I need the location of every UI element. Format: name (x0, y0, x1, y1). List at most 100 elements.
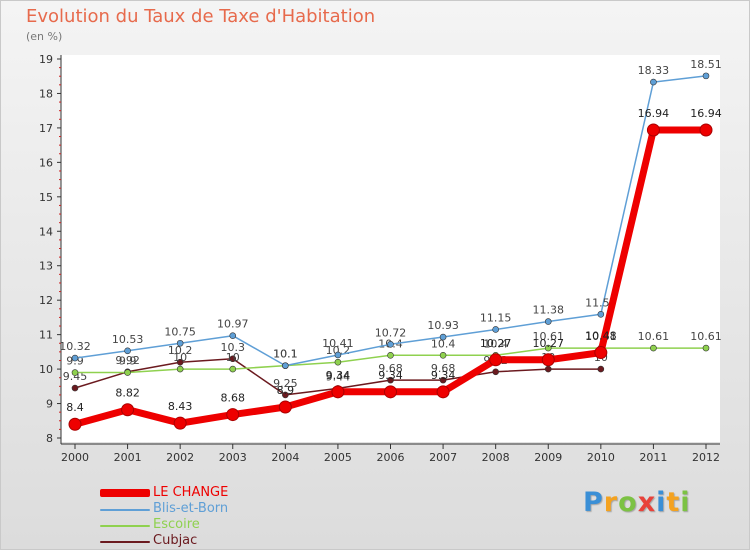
data-point (387, 340, 394, 348)
data-label: 10.53 (112, 333, 144, 346)
plot-area (61, 55, 720, 442)
data-point (544, 344, 552, 352)
data-point (439, 352, 447, 359)
legend-swatch-escoire (100, 525, 150, 527)
data-point (594, 346, 608, 360)
data-label: 9.92 (115, 354, 140, 367)
chart-title: Evolution du Taux de Taxe d'Habitation (26, 6, 376, 27)
data-point (544, 318, 552, 325)
line-chart: 8 9 10 11 12 13 14 15 16 17 18 19 2000 2001 2002 2003 20… (39, 53, 722, 464)
x-tick-label: 2003 (219, 451, 247, 464)
data-point (439, 333, 447, 341)
data-point (226, 408, 240, 422)
data-point (702, 72, 710, 80)
x-tick-label: 2007 (429, 451, 457, 464)
data-label: 8.43 (168, 400, 193, 413)
logo-letter: P (583, 487, 604, 518)
data-point (124, 347, 131, 355)
data-point (650, 78, 657, 86)
logo-letter: r (603, 487, 619, 518)
x-tick-label: 2010 (587, 451, 615, 464)
x-tick-label: 2009 (534, 451, 562, 464)
data-label: 9.9 (119, 355, 137, 368)
data-label: 10.3 (221, 341, 246, 354)
logo-letter: t (666, 487, 681, 518)
y-tick-label: 19 (39, 53, 53, 66)
data-point (176, 358, 184, 366)
data-point (176, 339, 184, 347)
legend-label-le-change: LE CHANGE (153, 485, 229, 500)
data-point (489, 353, 503, 367)
data-point (229, 332, 237, 339)
data-label: 10.93 (427, 319, 459, 332)
data-point (702, 344, 710, 352)
data-label: 10.75 (164, 325, 196, 338)
data-label: 10.61 (533, 330, 565, 343)
data-point (71, 369, 79, 376)
x-tick-label: 2012 (692, 451, 720, 464)
data-label: 10.32 (59, 340, 91, 353)
data-point (597, 365, 605, 373)
data-point (71, 354, 79, 362)
data-label: 10.97 (217, 318, 249, 331)
data-label: 9.68 (431, 362, 456, 375)
data-point (282, 362, 289, 369)
data-label: 8.4 (66, 401, 84, 414)
data-point (229, 365, 237, 373)
data-label: 9.44 (326, 370, 351, 383)
logo-letter: o (618, 487, 638, 518)
y-tick-label: 18 (39, 87, 53, 100)
data-label: 10.41 (322, 337, 354, 350)
data-label: 10.2 (168, 344, 193, 357)
data-point (68, 417, 82, 431)
data-label: 10.1 (273, 348, 298, 361)
data-label: 10.4 (483, 337, 508, 350)
data-label: 10.61 (638, 330, 670, 343)
legend-label-escoire: Escoire (153, 517, 200, 532)
data-point (173, 416, 187, 430)
data-label: 9.34 (378, 369, 403, 382)
data-point (384, 385, 397, 399)
x-tick-label: 2004 (271, 451, 299, 464)
y-tick-label: 10 (39, 363, 53, 376)
data-label: 10.1 (273, 348, 298, 361)
logo-letter: i (656, 487, 667, 518)
data-label: 10.27 (533, 337, 565, 350)
data-label: 16.94 (638, 107, 670, 120)
data-point (436, 385, 450, 399)
data-point (331, 385, 345, 399)
data-label: 11.15 (480, 311, 512, 324)
data-label: 8.9 (277, 384, 295, 397)
data-point (439, 376, 447, 384)
chart-subtitle: (en %) (26, 30, 63, 43)
data-point (646, 123, 660, 137)
data-label: 10 (226, 351, 240, 364)
x-tick-label: 2011 (639, 451, 667, 464)
data-label: 9.25 (273, 377, 298, 390)
data-label: 11.38 (533, 304, 565, 317)
legend-label-blis-et-born: Blis-et-Born (153, 501, 229, 516)
y-tick-label: 11 (39, 329, 53, 342)
data-point (387, 352, 394, 359)
x-tick-label: 2001 (114, 451, 142, 464)
data-label: 10.48 (585, 330, 617, 343)
logo-letter: i (680, 487, 691, 518)
y-tick-label: 16 (39, 156, 53, 169)
y-tick-label: 14 (39, 225, 53, 238)
x-tick-label: 2002 (166, 451, 194, 464)
data-point (71, 384, 79, 392)
data-label: 18.33 (638, 64, 670, 77)
data-point (387, 376, 394, 384)
y-tick-label: 12 (39, 294, 53, 307)
y-tick-label: 9 (46, 398, 53, 411)
x-tick-label: 2000 (61, 451, 89, 464)
data-point (124, 369, 131, 376)
legend-swatch-blis-et-born (100, 509, 150, 511)
data-point (544, 365, 552, 373)
proxiti-logo: Proxiti (583, 487, 691, 518)
x-tick-label: 2006 (377, 451, 405, 464)
data-label: 10.61 (690, 330, 722, 343)
data-label: 16.94 (690, 107, 722, 120)
legend-swatch-cubjac (100, 541, 150, 543)
y-tick-label: 13 (39, 260, 53, 273)
